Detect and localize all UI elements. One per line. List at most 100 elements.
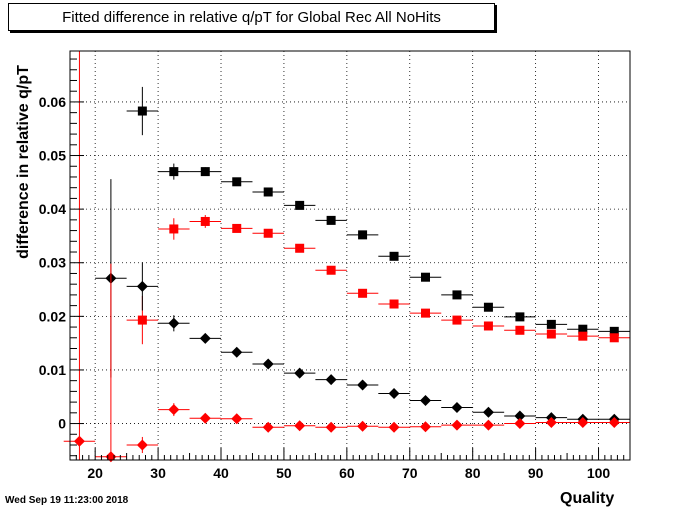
square-marker <box>358 230 368 240</box>
data-point <box>409 421 442 433</box>
data-point <box>95 263 127 463</box>
series-2 <box>126 215 630 345</box>
diamond-marker <box>608 416 620 428</box>
diamond-marker <box>545 416 557 428</box>
square-marker <box>578 331 588 341</box>
square-marker <box>609 326 619 336</box>
data-point <box>598 416 630 428</box>
data-point <box>567 416 599 428</box>
data-series <box>63 51 630 463</box>
data-point <box>283 367 316 379</box>
grid-lines <box>70 51 630 460</box>
diamond-marker <box>294 420 306 432</box>
series-3 <box>95 179 630 425</box>
diamond-marker <box>231 346 243 358</box>
data-point <box>158 315 190 332</box>
y-tick-label: 0 <box>58 416 66 432</box>
square-marker <box>326 265 336 275</box>
diamond-marker <box>388 388 400 400</box>
x-tick-label: 90 <box>528 465 544 481</box>
diamond-marker <box>482 406 494 418</box>
data-point <box>283 200 316 210</box>
data-point <box>126 262 159 311</box>
data-point <box>472 419 505 431</box>
square-marker <box>232 177 242 187</box>
square-marker <box>452 290 462 300</box>
diamond-marker <box>388 421 400 433</box>
diamond-marker <box>451 419 463 431</box>
diamond-marker <box>325 421 337 433</box>
diamond-marker <box>514 418 526 430</box>
data-point <box>158 218 190 240</box>
square-marker <box>515 312 525 322</box>
data-point <box>221 346 253 358</box>
data-point <box>504 418 536 430</box>
diamond-marker <box>325 374 337 386</box>
data-point <box>535 416 568 428</box>
square-marker <box>515 325 525 335</box>
x-tick-label: 60 <box>339 465 355 481</box>
square-marker <box>421 272 431 282</box>
data-point <box>315 374 347 386</box>
square-marker <box>295 243 305 253</box>
timestamp: Wed Sep 19 11:23:00 2018 <box>5 495 129 506</box>
data-point <box>504 325 536 335</box>
y-tick-label: 0.03 <box>39 255 66 271</box>
data-point <box>441 419 473 431</box>
y-tick-label: 0.01 <box>39 362 66 378</box>
chart-title: Fitted difference in relative q/pT for G… <box>8 3 495 31</box>
data-point <box>283 243 316 253</box>
plot-frame <box>69 50 631 461</box>
square-marker <box>389 299 399 309</box>
data-point <box>378 251 410 261</box>
square-marker <box>358 288 368 298</box>
x-tick-label: 40 <box>213 465 229 481</box>
diamond-marker <box>420 421 432 433</box>
x-tick-label: 80 <box>465 465 481 481</box>
square-marker <box>421 308 431 318</box>
diamond-marker <box>482 419 494 431</box>
diamond-marker <box>514 410 526 422</box>
data-point <box>346 379 379 391</box>
data-point <box>441 290 473 300</box>
square-marker <box>295 200 305 210</box>
data-point <box>504 312 536 322</box>
y-tick-label: 0.06 <box>39 94 66 110</box>
data-point <box>409 272 442 282</box>
data-point <box>221 177 253 187</box>
square-marker <box>546 319 556 329</box>
data-point <box>598 333 630 343</box>
diamond-marker <box>577 416 589 428</box>
square-marker <box>546 329 556 339</box>
square-marker <box>483 321 493 331</box>
diamond-marker <box>262 358 274 370</box>
data-point <box>158 403 190 417</box>
y-tick-label: 0.04 <box>39 201 66 217</box>
diamond-marker <box>262 421 274 433</box>
data-point <box>535 319 568 329</box>
diamond-marker <box>420 394 432 406</box>
diamond-marker <box>136 439 148 451</box>
diamond-marker <box>231 413 243 425</box>
data-point <box>472 406 505 418</box>
diamond-marker <box>294 367 306 379</box>
data-point <box>252 421 284 433</box>
data-point <box>378 421 410 433</box>
square-marker <box>169 167 179 177</box>
data-point <box>63 51 96 460</box>
square-marker <box>326 215 336 225</box>
data-point <box>283 420 316 432</box>
square-marker <box>137 106 147 116</box>
x-tick-label: 100 <box>587 465 611 481</box>
square-marker <box>169 224 179 234</box>
data-point <box>221 413 253 425</box>
x-tick-label: 20 <box>87 465 103 481</box>
data-point <box>189 332 222 344</box>
data-point <box>189 412 222 424</box>
diamond-marker <box>168 317 180 329</box>
data-point <box>409 308 442 318</box>
diamond-marker <box>451 401 463 413</box>
data-point <box>441 315 473 325</box>
diamond-marker <box>168 404 180 416</box>
